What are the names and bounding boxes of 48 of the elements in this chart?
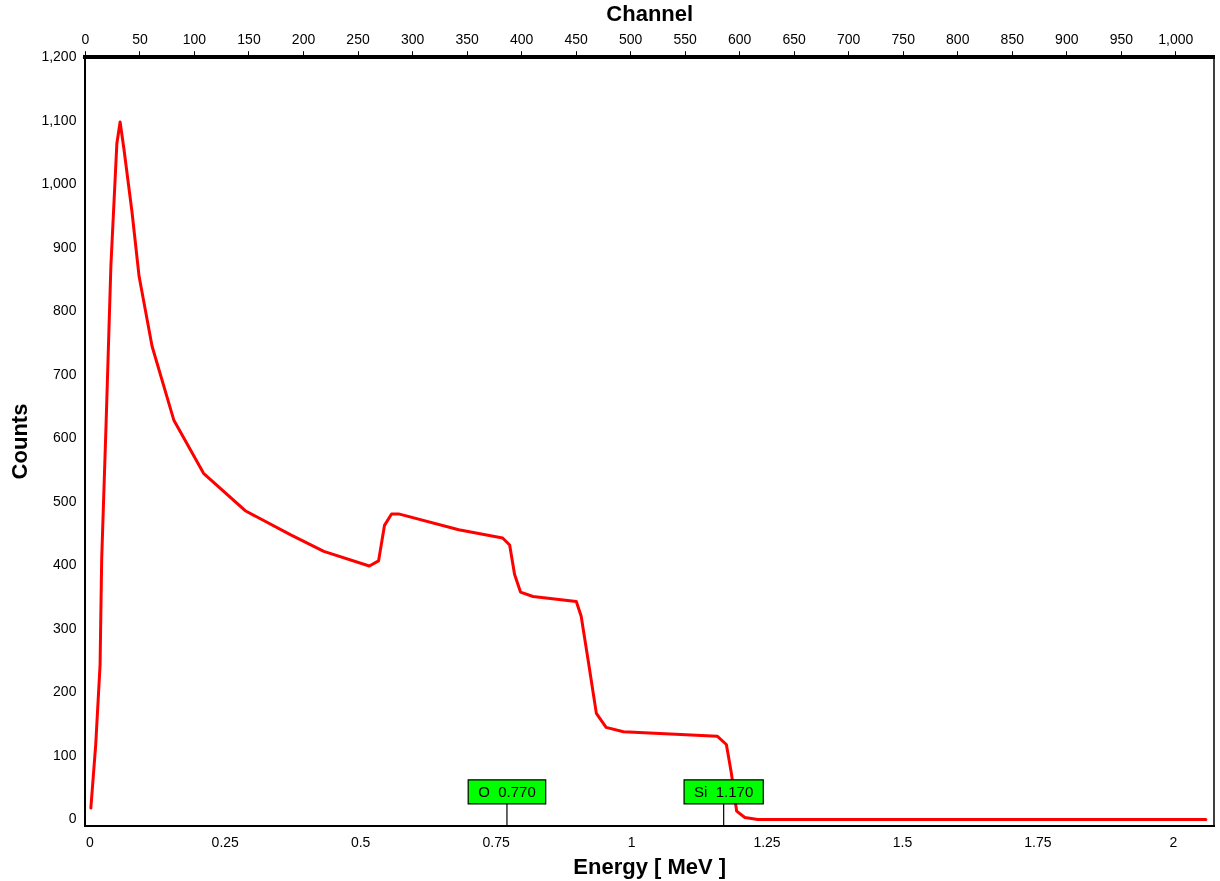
ref-line-label: Si 1.170: [694, 782, 754, 800]
x2-tick-label: 400: [509, 30, 534, 47]
x2-tick-label: 350: [455, 30, 479, 47]
x-tick-label: 0: [85, 834, 94, 851]
y-tick-label: 100: [53, 746, 77, 763]
x2-tick-label: 0: [81, 30, 90, 47]
y-tick-label: 400: [53, 556, 77, 573]
x-tick-label: 1: [627, 834, 636, 851]
ref-line-label: O 0.770: [478, 782, 536, 800]
y-tick-label: 300: [53, 619, 77, 636]
x-tick-label: 1.75: [1024, 834, 1052, 851]
y-tick-label: 1,200: [41, 48, 77, 65]
x2-tick-label: 200: [291, 30, 316, 47]
x2-tick-label: 150: [237, 30, 261, 47]
x2-tick-label: 800: [946, 30, 970, 47]
x2-tick-label: 1,000: [1158, 30, 1194, 47]
y-axis-title: Counts: [7, 403, 33, 480]
x2-tick-label: 650: [782, 30, 807, 47]
x2-tick-label: 300: [400, 30, 425, 47]
x-tick-label: 0.25: [211, 834, 240, 851]
x2-tick-label: 600: [728, 30, 752, 47]
x2-tick-label: 550: [673, 30, 698, 47]
x2-tick-label: 950: [1109, 30, 1134, 47]
x2-tick-label: 900: [1055, 30, 1079, 47]
x-tick-label: 0.75: [482, 834, 510, 851]
x2-axis-title: Channel: [606, 1, 694, 27]
x2-tick-label: 700: [837, 30, 861, 47]
x2-tick-label: 100: [182, 30, 207, 47]
y-tick-label: 1,000: [41, 175, 77, 192]
x-tick-label: 0.5: [350, 834, 371, 851]
y-tick-label: 1,100: [41, 111, 77, 128]
x2-tick-label: 850: [1000, 30, 1025, 47]
x-tick-label: 2: [1169, 834, 1178, 851]
y-tick-label: 500: [53, 492, 77, 509]
x2-tick-label: 500: [618, 30, 643, 47]
x2-tick-label: 450: [564, 30, 589, 47]
x-tick-label: 1.5: [892, 834, 913, 851]
y-tick-label: 800: [53, 302, 77, 319]
y-tick-label: 200: [53, 683, 77, 700]
y-tick-label: 0: [68, 810, 77, 827]
x2-tick-label: 50: [132, 30, 148, 47]
x-axis-title: Energy [ MeV ]: [573, 853, 727, 879]
y-tick-label: 600: [53, 429, 77, 446]
x2-tick-label: 250: [346, 30, 370, 47]
y-tick-label: 700: [53, 365, 77, 382]
x2-tick-label: 750: [891, 30, 916, 47]
x-tick-label: 1.25: [753, 834, 781, 851]
y-tick-label: 900: [53, 238, 77, 255]
